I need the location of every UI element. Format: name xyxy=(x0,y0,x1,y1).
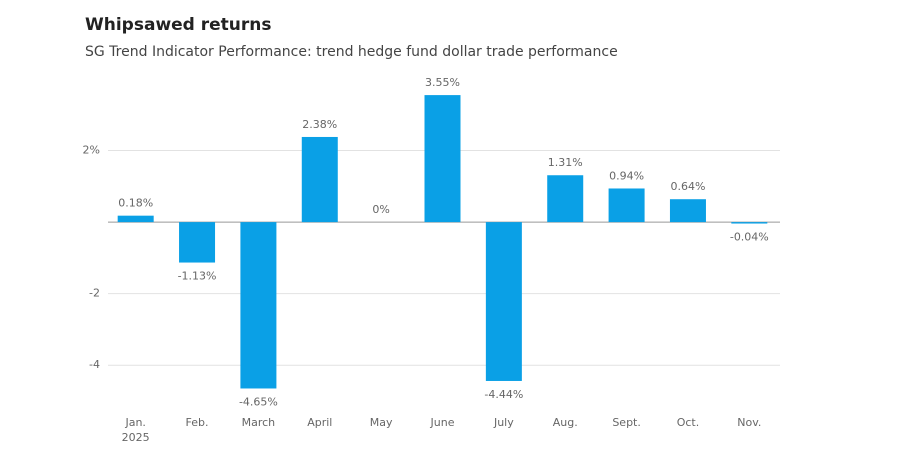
value-label: -1.13% xyxy=(178,270,217,283)
value-label: 0.18% xyxy=(118,197,153,210)
bar xyxy=(240,222,277,389)
value-label: 1.31% xyxy=(548,156,583,169)
value-label: -0.04% xyxy=(730,231,769,244)
bar xyxy=(301,136,338,223)
bar xyxy=(117,215,154,223)
x-tick-label: July xyxy=(493,416,514,429)
x-tick-label: Oct. xyxy=(677,416,700,429)
value-label: 2.38% xyxy=(302,118,337,131)
y-tick-label: -2 xyxy=(89,287,100,300)
x-tick-label: March xyxy=(242,416,276,429)
value-label: 0.64% xyxy=(670,180,705,193)
x-tick-label: April xyxy=(307,416,332,429)
value-label: 0.94% xyxy=(609,169,644,182)
x-tick-label: May xyxy=(370,416,393,429)
bar xyxy=(179,222,216,263)
chart-subtitle: SG Trend Indicator Performance: trend he… xyxy=(85,44,618,60)
bar xyxy=(547,175,584,223)
chart-title: Whipsawed returns xyxy=(85,15,272,35)
y-tick-label: 2% xyxy=(83,144,100,157)
x-tick-label: Sept. xyxy=(612,416,641,429)
x-year-label: 2025 xyxy=(122,431,150,444)
value-label: 0% xyxy=(372,203,389,216)
x-tick-label: Nov. xyxy=(737,416,761,429)
x-tick-label: Aug. xyxy=(553,416,578,429)
bar xyxy=(731,222,768,224)
y-tick-label: -4 xyxy=(89,358,100,371)
bar xyxy=(485,222,522,381)
x-tick-label: June xyxy=(430,416,455,429)
x-tick-label: Feb. xyxy=(186,416,209,429)
value-label: 3.55% xyxy=(425,76,460,89)
value-label: -4.44% xyxy=(484,388,523,401)
bar xyxy=(669,199,706,223)
bar xyxy=(608,188,645,223)
bar xyxy=(424,95,461,223)
x-tick-label: Jan. xyxy=(124,416,145,429)
value-label: -4.65% xyxy=(239,395,278,408)
